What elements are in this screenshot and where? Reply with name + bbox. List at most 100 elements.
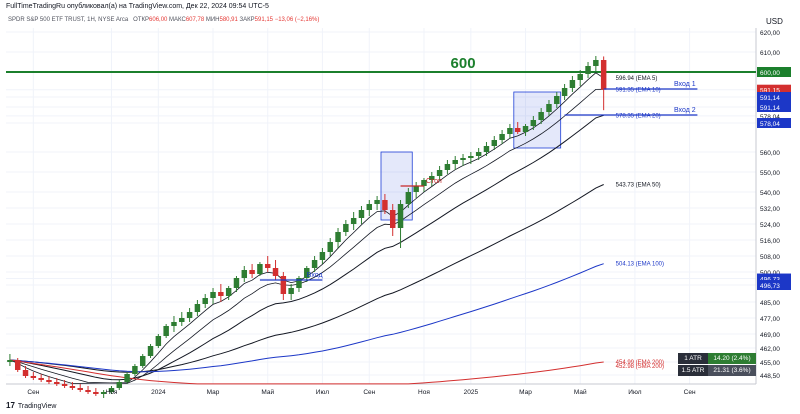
y-tick-14: 508,00 xyxy=(760,254,780,261)
currency-label: USD xyxy=(766,17,783,26)
candle-body-1 xyxy=(14,360,21,370)
candle-body-73 xyxy=(577,74,583,80)
candle-body-48 xyxy=(382,200,388,210)
atr-key-2: 1.5 ATR xyxy=(678,365,708,376)
candle-body-20 xyxy=(163,326,169,336)
ohlc-low-label: МИН xyxy=(205,17,220,23)
ema-line-4 xyxy=(9,263,604,373)
candle-body-2 xyxy=(22,370,29,376)
ema-label-4: 504.13 (EMA 100) xyxy=(616,262,664,268)
setup-zone-1 xyxy=(513,91,562,149)
atr-row-1: 1 ATR 14.20 (2.4%) xyxy=(678,353,756,364)
candle-body-19 xyxy=(155,336,162,346)
x-tick-1: Ноя xyxy=(106,389,118,396)
chart-header: FullTimeTradingRu опубликовал(а) на Trad… xyxy=(0,0,800,26)
ohlc-close: 591,15 xyxy=(254,17,274,23)
x-tick-11: Июл xyxy=(628,389,641,396)
candle-body-34 xyxy=(272,268,279,276)
ohlc-close-label: ЗАКР xyxy=(239,17,255,23)
entry1-label: Вход 1 xyxy=(674,81,696,88)
y-tick-0: 620,00 xyxy=(760,30,780,37)
y-tick-4: 591,14 xyxy=(760,95,780,102)
candle-body-33 xyxy=(264,264,271,268)
x-tick-7: Ноя xyxy=(418,389,430,396)
entry-early-label: Вход xyxy=(307,272,323,279)
candle-body-42 xyxy=(335,232,341,242)
price-badge-bg-17 xyxy=(757,280,791,290)
candle-body-14 xyxy=(116,382,123,388)
candle-body-0 xyxy=(7,360,13,362)
y-tick-23: 448,50 xyxy=(760,373,780,380)
candle-body-69 xyxy=(546,104,552,112)
atr-key-1: 1 ATR xyxy=(678,353,708,364)
ema-line-1 xyxy=(9,88,604,384)
candle-body-71 xyxy=(561,88,568,96)
candle-body-23 xyxy=(186,312,193,318)
candle-body-53 xyxy=(421,180,427,186)
tradingview-name: TradingView xyxy=(17,403,57,410)
x-tick-6: Сен xyxy=(363,389,375,396)
candle-body-54 xyxy=(429,176,435,180)
candle-body-22 xyxy=(179,318,185,322)
candle-body-18 xyxy=(147,346,154,356)
candle-body-35 xyxy=(280,276,287,294)
candle-body-32 xyxy=(257,264,263,274)
y-tick-22: 455,00 xyxy=(760,360,780,367)
candle-body-76 xyxy=(600,60,607,90)
symbol-info: SPDR S&P 500 ETF TRUST, 1Н, NYSE Arca ОТ… xyxy=(8,17,319,23)
candle-body-21 xyxy=(171,322,177,326)
x-tick-4: Май xyxy=(261,388,274,396)
y-tick-17: 496,73 xyxy=(760,283,780,290)
ema-line-2 xyxy=(9,114,604,381)
ema-label-0: 596.94 (EMA 5) xyxy=(616,76,658,82)
y-tick-3: 591,15 xyxy=(760,88,780,95)
candle-body-44 xyxy=(350,218,357,224)
price-badge-bg-2 xyxy=(757,67,791,77)
x-tick-9: Мар xyxy=(519,389,532,396)
candle-body-72 xyxy=(569,80,576,88)
candle-body-17 xyxy=(139,356,146,366)
candle-body-12 xyxy=(100,392,107,394)
candle-body-30 xyxy=(241,270,248,278)
y-tick-20: 469,00 xyxy=(760,332,780,339)
candle-body-26 xyxy=(210,292,216,298)
candle-body-36 xyxy=(288,288,294,294)
y-tick-8: 560,00 xyxy=(760,150,780,157)
candle-body-39 xyxy=(311,260,318,268)
candle-body-63 xyxy=(499,134,505,140)
x-tick-10: Май xyxy=(574,388,587,396)
atr-row-2: 1.5 ATR 21.31 (3.6%) xyxy=(678,365,756,376)
candle-body-6 xyxy=(54,382,60,384)
price-badge-bg-5 xyxy=(757,102,791,112)
symbol-name: SPDR S&P 500 ETF TRUST, 1Н, NYSE Arca xyxy=(8,17,129,23)
ema-label-6: 452.98 (SMA 200) xyxy=(616,364,664,370)
candle-body-55 xyxy=(436,170,443,176)
candle-body-37 xyxy=(296,278,302,288)
y-tick-12: 524,00 xyxy=(760,222,780,229)
candle-body-24 xyxy=(194,304,201,312)
candle-body-59 xyxy=(468,156,474,158)
x-tick-3: Мар xyxy=(207,389,220,396)
ohlc-open: 606,00 xyxy=(149,17,168,23)
candle-body-40 xyxy=(319,252,326,260)
stop-label: Стоп xyxy=(426,178,442,185)
candle-body-75 xyxy=(593,60,599,66)
candle-body-56 xyxy=(444,164,451,170)
x-tick-12: Сен xyxy=(684,389,696,396)
ema-label-5: 454.99 (EMA 200) xyxy=(616,360,664,366)
candle-body-49 xyxy=(389,210,396,228)
candle-body-60 xyxy=(475,152,482,156)
price-badge-bg-4 xyxy=(757,92,791,102)
candle-body-66 xyxy=(522,126,529,132)
y-tick-2: 600,00 xyxy=(760,70,780,77)
y-tick-1: 610,00 xyxy=(760,50,780,57)
y-tick-10: 540,00 xyxy=(760,190,780,197)
candle-body-25 xyxy=(202,298,208,304)
price-badge-bg-7 xyxy=(757,118,791,128)
y-tick-6: 578,04 xyxy=(760,114,780,121)
y-tick-13: 516,00 xyxy=(760,238,780,245)
ema-label-1: 591.35 (EMA 10) xyxy=(616,87,661,93)
candle-body-67 xyxy=(530,120,537,126)
x-tick-8: 2025 xyxy=(464,389,479,396)
